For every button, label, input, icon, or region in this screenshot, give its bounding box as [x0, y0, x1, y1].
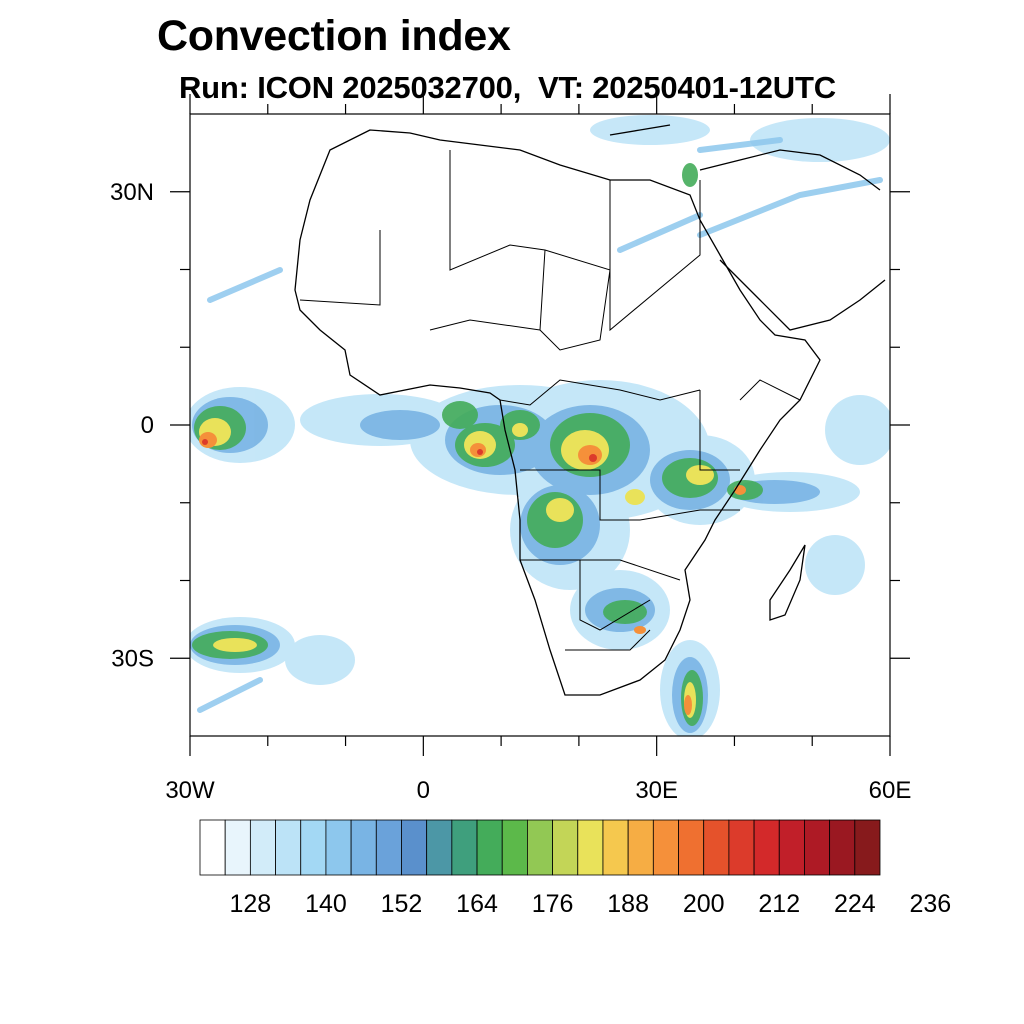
colorbar-swatch [703, 819, 730, 876]
colorbar [199, 819, 881, 876]
country-borders [299, 150, 801, 651]
y-tick-label: 30N [110, 179, 154, 206]
colorbar-label: 140 [305, 890, 347, 918]
colorbar-label: 224 [834, 890, 876, 918]
colorbar-label: 188 [607, 890, 649, 918]
colorbar-swatch [401, 819, 428, 876]
colorbar-swatch [627, 819, 654, 876]
y-tick-label: 30S [111, 645, 154, 672]
colorbar-label: 128 [230, 890, 272, 918]
x-tick-label: 60E [869, 777, 912, 804]
colorbar-swatch [854, 819, 881, 876]
x-tick-label: 30E [635, 777, 678, 804]
coastlines [294, 124, 886, 696]
colorbar-label: 200 [683, 890, 725, 918]
colorbar-swatch [451, 819, 478, 876]
colorbar-swatch [350, 819, 377, 876]
colorbar-swatch [778, 819, 805, 876]
colorbar-swatch [476, 819, 503, 876]
colorbar-swatch [577, 819, 604, 876]
colorbar-swatch [602, 819, 629, 876]
x-tick-label: 30W [165, 777, 215, 804]
map-subtitle: Run: ICON 2025032700, VT: 20250401-12UTC [179, 70, 836, 105]
y-tick-label: 0 [141, 412, 154, 439]
axis-ticks [170, 94, 910, 756]
colorbar-labels: 128 140 152 164 176 188 200 212 224 236 [230, 890, 952, 918]
colorbar-label: 212 [758, 890, 800, 918]
colorbar-swatch [325, 819, 352, 876]
x-tick-label: 0 [417, 777, 430, 804]
colorbar-swatch [829, 819, 856, 876]
colorbar-label: 176 [532, 890, 574, 918]
colorbar-swatch [426, 819, 453, 876]
colorbar-swatch [804, 819, 831, 876]
colorbar-swatch [275, 819, 302, 876]
colorbar-swatch [552, 819, 579, 876]
colorbar-swatch [501, 819, 528, 876]
map-title: Convection index [157, 12, 511, 60]
colorbar-swatch [249, 819, 276, 876]
convection-field [190, 115, 890, 736]
colorbar-swatch [199, 819, 226, 876]
colorbar-swatch [678, 819, 705, 876]
axis-tick-labels: 30W 0 30E 60E 30N 0 30S [110, 179, 911, 804]
colorbar-swatch [652, 819, 679, 876]
colorbar-swatch [753, 819, 780, 876]
colorbar-swatch [527, 819, 553, 876]
colorbar-swatch [375, 819, 402, 876]
colorbar-label: 152 [381, 890, 423, 918]
colorbar-label: 164 [456, 890, 498, 918]
colorbar-label: 236 [910, 890, 952, 918]
colorbar-swatch [728, 819, 755, 876]
colorbar-swatch [224, 819, 251, 876]
colorbar-swatch [300, 819, 327, 876]
